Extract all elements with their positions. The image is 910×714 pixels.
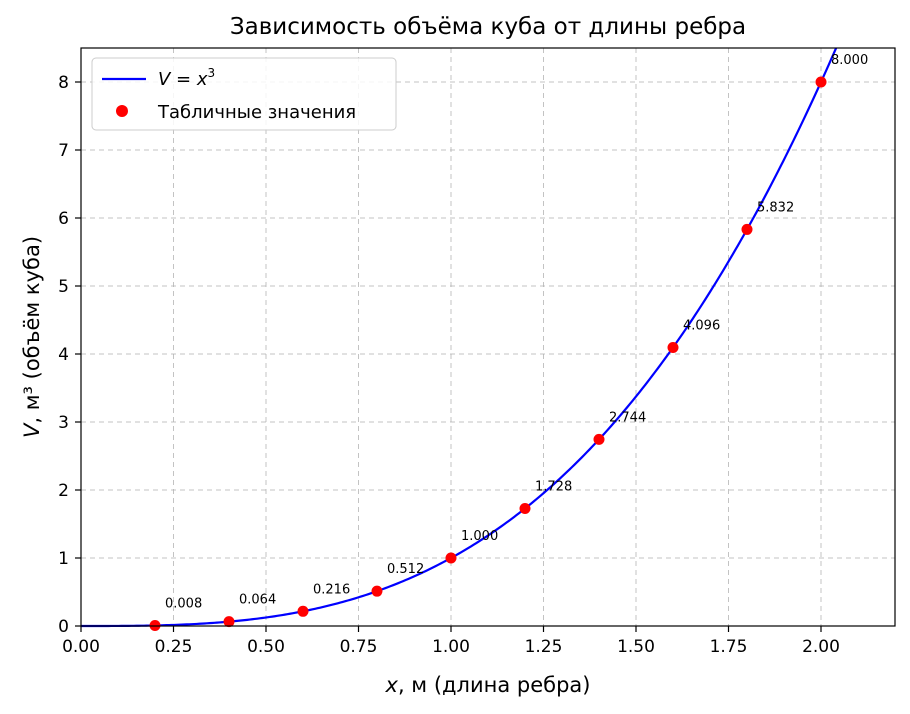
legend-line-label: V = x3: [158, 66, 215, 90]
y-tick-label: 8: [58, 73, 69, 93]
data-point: [741, 223, 753, 235]
plot-frame: [80, 47, 896, 627]
y-axis-ticks: 0 1 2 3 4 5 6 7 8: [58, 73, 81, 637]
y-tick-label: 1: [58, 549, 69, 569]
data-label: 1.000: [461, 529, 498, 544]
y-tick-label: 3: [58, 413, 69, 433]
y-axis-label-rest: , м³ (объём куба): [20, 236, 44, 424]
curve-layer: [81, 47, 838, 628]
data-label: 0.064: [239, 593, 276, 608]
data-label: 0.008: [165, 596, 202, 611]
data-label: 5.832: [757, 200, 794, 215]
legend-scatter-label: Табличные значения: [157, 102, 356, 123]
x-axis-ticks: 0.00 0.25 0.50 0.75 1.00 1.25 1.50 1.75 2.00: [62, 626, 840, 657]
x-tick-label: 0.25: [155, 637, 193, 657]
data-point: [445, 552, 457, 564]
data-point: [815, 76, 827, 88]
x-tick-label: 1.75: [710, 637, 748, 657]
data-point: [297, 605, 309, 617]
y-tick-label: 6: [58, 209, 69, 229]
x-tick-label: 0.50: [247, 637, 285, 657]
data-label: 8.000: [831, 53, 868, 68]
legend-box: [91, 57, 397, 131]
y-tick-label: 7: [58, 141, 69, 161]
data-point: [223, 616, 235, 628]
y-axis-label-var: V: [20, 422, 44, 438]
data-point: [519, 502, 531, 514]
x-axis-label-var: x: [385, 673, 399, 697]
chart-title: Зависимость объёма куба от длины ребра: [230, 14, 746, 40]
data-point: [371, 585, 383, 597]
data-label: 0.216: [313, 582, 350, 597]
x-tick-label: 1.50: [617, 637, 655, 657]
legend: V = x3 Табличные значения: [91, 57, 397, 131]
x-tick-label: 0.00: [62, 637, 100, 657]
data-label: 0.512: [387, 562, 424, 577]
x-axis-label-rest: , м (длина ребра): [398, 673, 591, 697]
data-point: [593, 433, 605, 445]
x-axis-label: x, м (длина ребра): [385, 673, 591, 697]
x-tick-label: 1.25: [525, 637, 563, 657]
data-point: [667, 341, 679, 353]
y-tick-label: 5: [58, 277, 69, 297]
grid: [81, 48, 895, 626]
data-label: 4.096: [683, 318, 720, 333]
y-tick-label: 2: [58, 481, 69, 501]
x-tick-label: 1.00: [432, 637, 470, 657]
y-tick-label: 0: [58, 617, 69, 637]
x-tick-label: 2.00: [802, 637, 840, 657]
x-tick-label: 0.75: [340, 637, 378, 657]
y-axis-label: V, м³ (объём куба): [20, 236, 44, 438]
y-tick-label: 4: [58, 345, 69, 365]
series-line-cube: [81, 47, 838, 628]
legend-scatter-swatch: [116, 105, 128, 117]
data-labels: 0.008 0.064 0.216 0.512 1.000 1.728 2.744 4.096…: [165, 53, 868, 611]
data-label: 2.744: [609, 410, 646, 425]
data-label: 1.728: [535, 479, 572, 494]
